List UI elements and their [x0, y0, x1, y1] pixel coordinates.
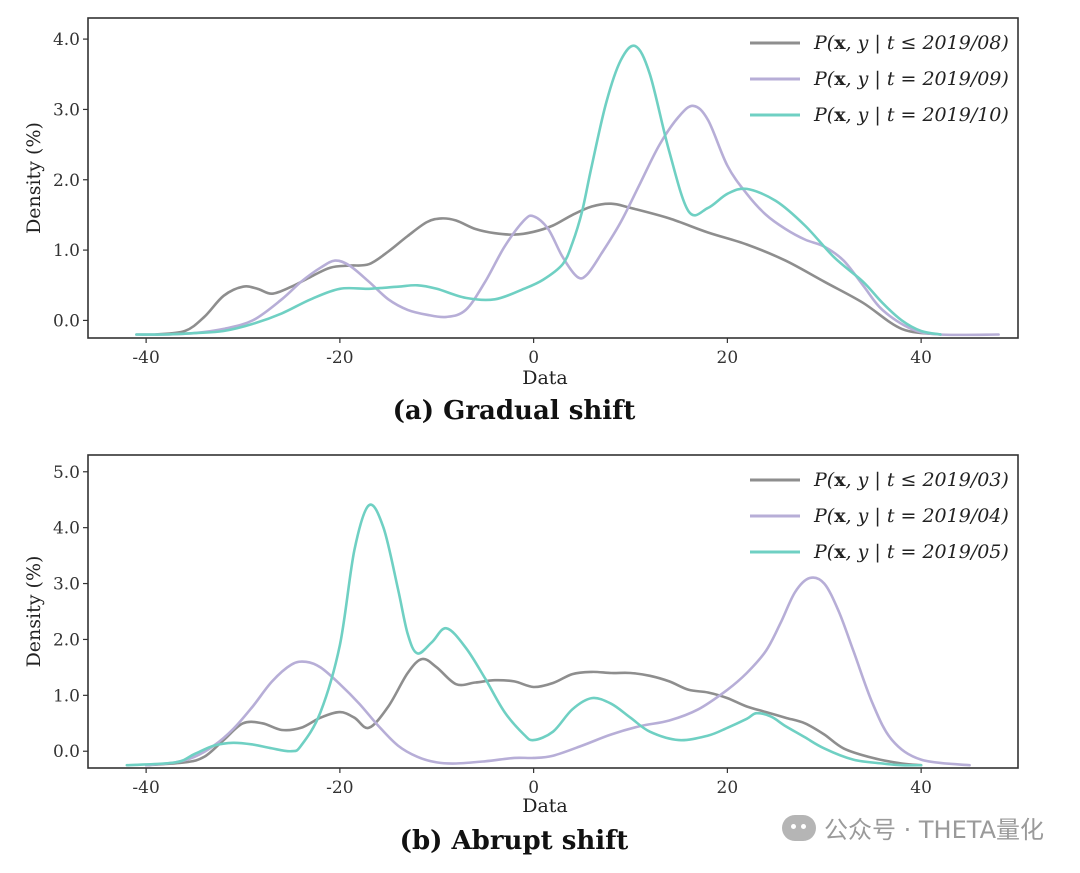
plot-frame: [87, 17, 1019, 339]
series-line-1: [154, 202, 942, 336]
y-tick-label: 0.0: [53, 311, 80, 331]
x-axis-label: Data: [522, 367, 568, 389]
x-tick-label: 0: [528, 348, 539, 368]
y-tick-label: 5.0: [53, 463, 80, 483]
y-axis-label: Density (%): [23, 122, 45, 234]
x-tick-label: -40: [132, 778, 159, 798]
y-tick-label: 2.0: [53, 171, 80, 191]
legend-label-1: P(x, y | t ≤ 2019/08): [813, 32, 1009, 54]
wechat-icon: [782, 814, 817, 841]
series-line-1: [144, 657, 923, 767]
x-tick-label: 40: [910, 348, 932, 368]
y-tick-label: 3.0: [53, 100, 80, 120]
y-tick-label: 2.0: [53, 630, 80, 650]
legend: P(x, y | t ≤ 2019/03) P(x, y | t = 2019/0…: [750, 469, 1009, 563]
legend: P(x, y | t ≤ 2019/08) P(x, y | t = 2019/0…: [750, 32, 1009, 126]
legend-label-2: P(x, y | t = 2019/09): [813, 68, 1009, 90]
series-line-2: [135, 104, 1000, 337]
series-line-2: [144, 576, 971, 767]
series-line-3: [125, 503, 923, 767]
y-tick-label: 4.0: [53, 30, 80, 50]
panel-caption: (a) Gradual shift: [393, 396, 636, 426]
y-tick-label: 0.0: [53, 742, 80, 762]
x-tick-label: -20: [326, 778, 353, 798]
y-tick-label: 1.0: [53, 686, 80, 706]
legend-label-2: P(x, y | t = 2019/04): [813, 505, 1009, 527]
watermark-text: 公众号 · THETA量化: [824, 816, 1044, 844]
x-tick-label: -40: [132, 348, 159, 368]
series-line-3: [135, 44, 942, 336]
chart-panel-b: -40 -20 0 20 40 0.0 1.0 2.0 3.0 4.0 5.0 Data Density…: [23, 454, 1019, 856]
y-tick-label: 1.0: [53, 241, 80, 261]
chart-panel-a: -40 -20 0 20 40 0.0 1.0 2.0 3.0 4.0 Data Density (%…: [23, 17, 1019, 426]
x-tick-label: 20: [717, 348, 739, 368]
x-tick-label: 0: [528, 778, 539, 798]
y-tick-label: 3.0: [53, 575, 80, 595]
plot-frame: [87, 454, 1019, 769]
x-axis-label: Data: [522, 795, 568, 817]
watermark: 公众号 · THETA量化: [782, 810, 1044, 845]
x-tick-label: -20: [326, 348, 353, 368]
x-tick-label: 20: [717, 778, 739, 798]
panel-caption: (b) Abrupt shift: [400, 826, 629, 856]
y-tick-label: 4.0: [53, 519, 80, 539]
y-axis-label: Density (%): [23, 556, 45, 668]
legend-label-1: P(x, y | t ≤ 2019/03): [813, 469, 1009, 491]
legend-label-3: P(x, y | t = 2019/10): [813, 104, 1009, 126]
x-tick-label: 40: [910, 778, 932, 798]
legend-label-3: P(x, y | t = 2019/05): [813, 541, 1009, 563]
